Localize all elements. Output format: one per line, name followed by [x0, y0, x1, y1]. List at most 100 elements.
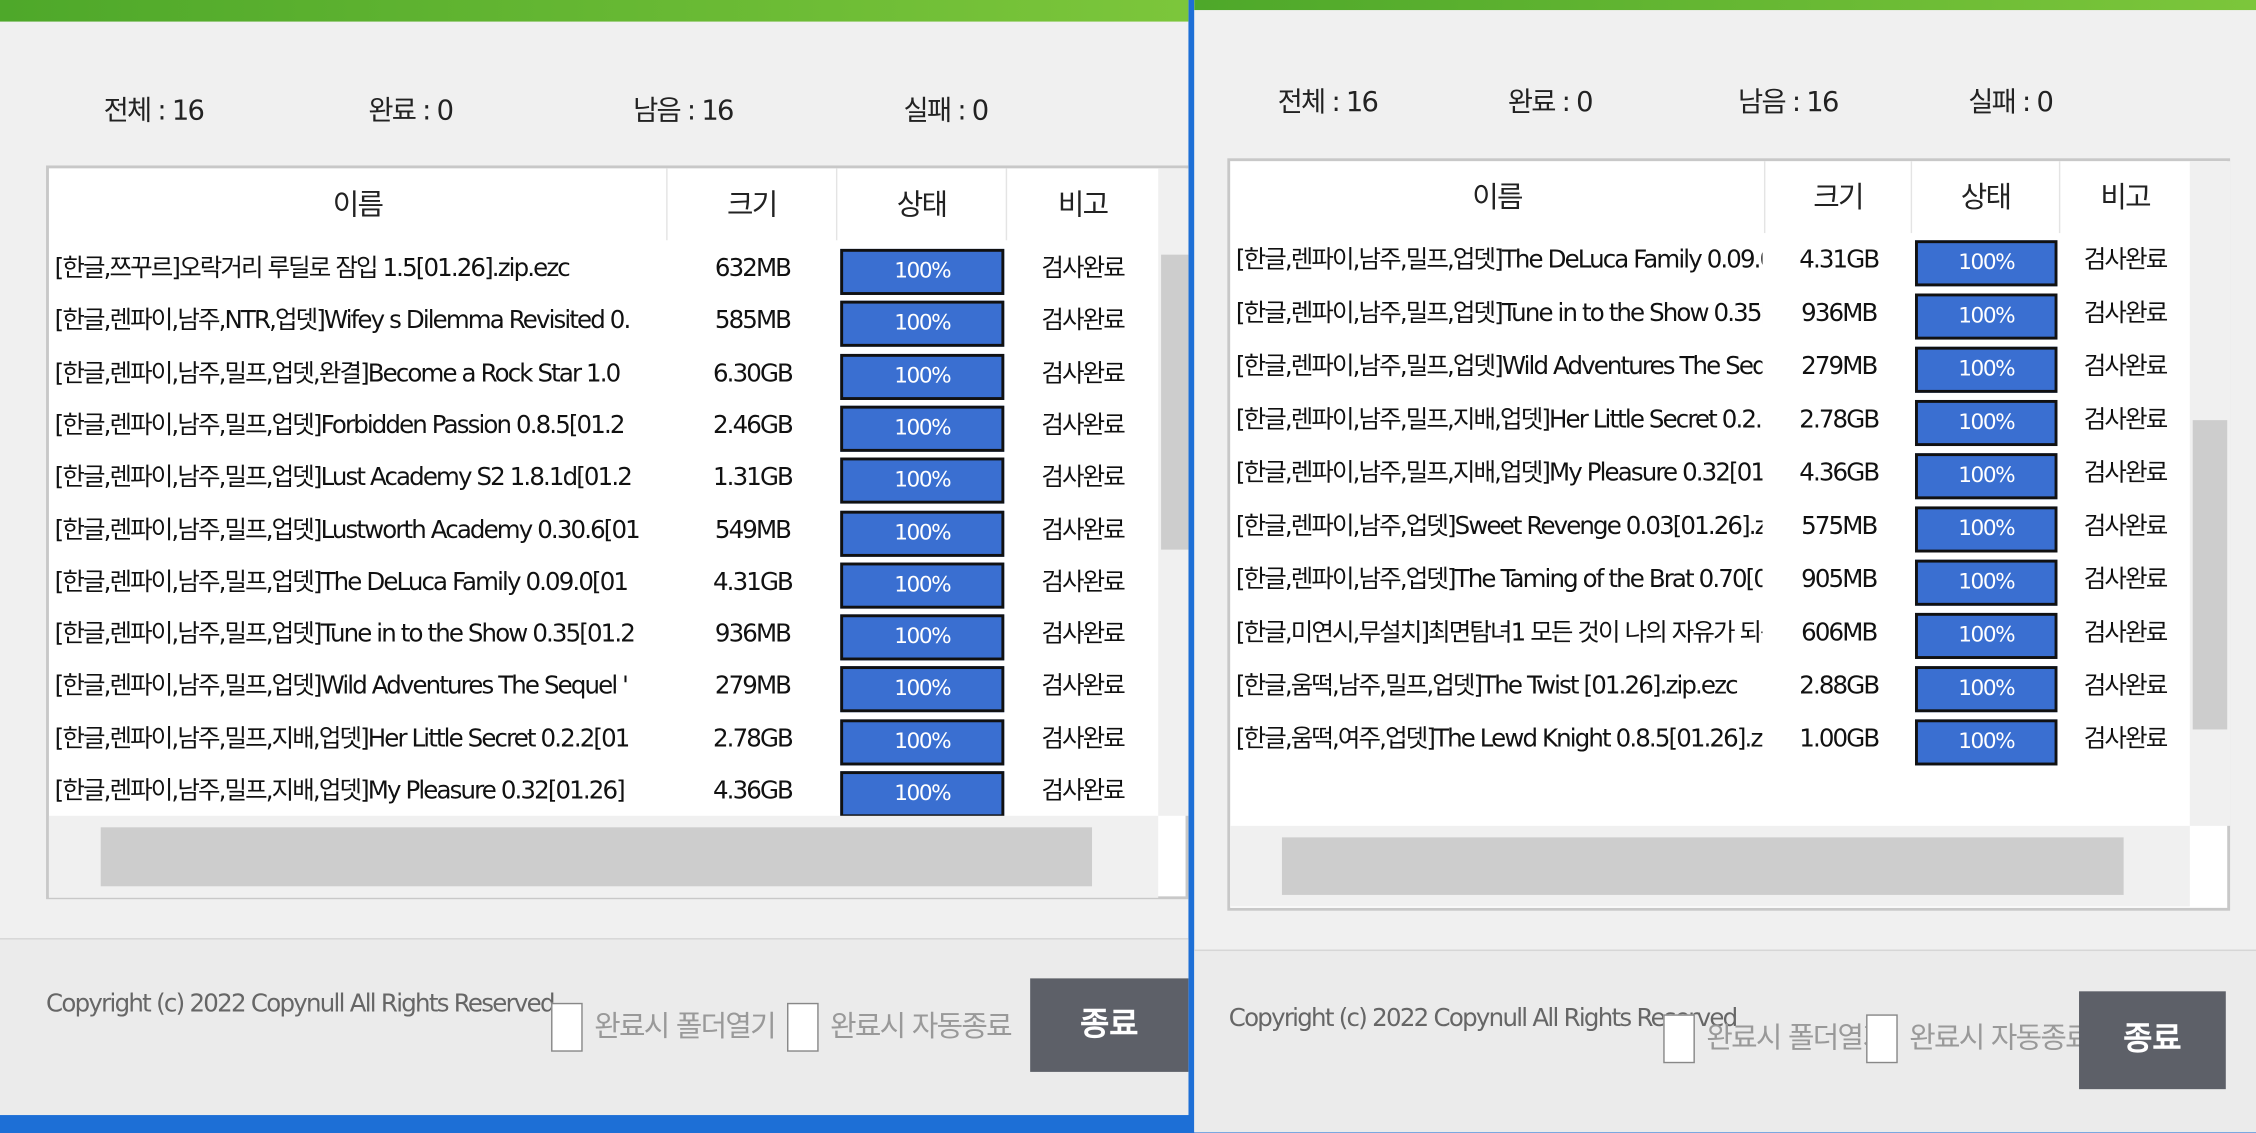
file-name: [한글,렌파이,남주,밀프,업뎃]Forbidden Passion 0.8.5… [54, 411, 626, 441]
file-size: 279MB [714, 672, 792, 702]
progress-header [0, 0, 1189, 22]
file-size: 549MB [714, 515, 792, 545]
file-name: [한글,렌파이,남주,밀프,지배,업뎃]Her Little Secret 0.… [1235, 405, 1763, 435]
copyright: Copyright (c) 2022 Copynull All Rights R… [1228, 1004, 1738, 1034]
progress-bar: 100% [1915, 719, 2058, 766]
file-note: 검사완료 [1041, 306, 1125, 336]
file-note: 검사완료 [1041, 568, 1125, 597]
copyright: Copyright (c) 2022 Copynull All Rights R… [46, 989, 555, 1019]
column-header: 크기 [1765, 161, 1913, 234]
file-name: [한글,렌파이,남주,밀프,지배,업뎃]Her Little Secret 0.… [54, 724, 631, 754]
file-name: [한글,렌파이,남주,밀프,업뎃]The DeLuca Family 0.09.… [1235, 246, 1763, 275]
checkbox-label: 완료시 자동종료 [830, 1008, 1012, 1044]
checkbox-label: 완료시 폴더열기 [594, 1008, 776, 1044]
stat-label: 실패 : 0 [903, 94, 990, 127]
progress-bar: 100% [840, 405, 1005, 452]
stat-label: 전체 : 16 [103, 94, 205, 127]
scroll-up [2190, 193, 2230, 228]
file-name: [한글,렌파이,남주,밀프,업뎃,완결]Become a Rock Star 1… [54, 359, 622, 388]
scroll-thumb [100, 827, 1093, 887]
column-header: 이름 [49, 168, 668, 241]
progress-bar: 100% [840, 771, 1005, 818]
file-size: 4.36GB [712, 776, 794, 806]
file-size: 4.31GB [1799, 246, 1880, 275]
file-note: 검사완료 [2083, 512, 2168, 541]
progress-bar: 100% [840, 666, 1005, 713]
file-size: 4.31GB [712, 568, 794, 597]
file-name: [한글,렌파이,남주,업뎃]The Taming of the Brat 0.7… [1235, 565, 1763, 595]
file-table: 이름 크기 상태 비고 [한글,쯔꾸르]오락거리 루딜로 잠입 1.5[01.26].z… [46, 165, 1189, 900]
progress-bar: 100% [840, 301, 1005, 348]
file-name: [한글,렌파이,남주,밀프,지배,업뎃]My Pleasure 0.32[01.… [54, 776, 626, 806]
column-header: 상태 [1912, 161, 2061, 234]
window-panel: 전체 : 16 완료 : 0 남음 : 16 실패 : 0 이름 크기 상태 비고 [한글,쯔꾸… [0, 0, 1189, 1116]
checkbox[interactable] [1866, 1014, 1898, 1064]
stat-label: 남음 : 16 [633, 94, 734, 127]
stat-label: 남음 : 16 [1738, 86, 1839, 118]
progress-bar: 100% [1915, 346, 2058, 393]
checkbox[interactable] [551, 1002, 583, 1052]
progress-bar: 100% [1915, 559, 2058, 606]
file-note: 검사완료 [2083, 618, 2168, 648]
progress-bar: 100% [1915, 293, 2058, 340]
file-name: [한글,렌파이,남주,밀프,업뎃]Tune in to the Show 0.3… [1235, 299, 1763, 329]
stat-label: 완료 : 0 [1507, 86, 1594, 118]
file-name: [한글,미연시,무설치]최면탐녀1 모든 것이 나의 자유가 되는 [1235, 618, 1763, 648]
close-button[interactable]: 종료 [2079, 991, 2226, 1090]
file-name: [한글,렌파이,남주,밀프,업뎃]Wild Adventures The Seq… [54, 672, 629, 702]
file-size: 1.31GB [712, 463, 794, 493]
progress-bar: 100% [840, 562, 1005, 609]
file-name: [한글,렌파이,남주,업뎃]Sweet Revenge 0.03[01.26].… [1235, 512, 1763, 541]
column-header: 상태 [837, 168, 1008, 241]
progress-bar: 100% [840, 614, 1005, 661]
file-size: 6.30GB [712, 359, 794, 388]
column-header: 비고 [2100, 179, 2151, 215]
file-name: [한글,렌파이,남주,밀프,업뎃]Wild Adventures The Seq… [1235, 352, 1763, 382]
file-note: 검사완료 [1041, 724, 1125, 754]
file-note: 검사완료 [2083, 565, 2168, 595]
progress-bar: 100% [840, 718, 1005, 765]
file-note: 검사완료 [1041, 620, 1125, 650]
file-size: 606MB [1801, 618, 1878, 648]
progress-bar: 100% [1915, 506, 2058, 553]
close-button[interactable]: 종료 [1030, 978, 1189, 1072]
file-size: 936MB [714, 620, 792, 650]
window-panel: 전체 : 16 완료 : 0 남음 : 16 실패 : 0 이름 크기 상태 비고 [한글,렌파… [1194, 0, 2256, 1133]
file-size: 905MB [1801, 565, 1878, 595]
file-size: 4.36GB [1799, 458, 1880, 488]
progress-bar: 100% [840, 248, 1005, 295]
file-name: [한글,렌파이,남주,밀프,업뎃]The DeLuca Family 0.09.… [54, 568, 629, 597]
column-header: 크기 [668, 168, 838, 241]
file-note: 검사완료 [2083, 458, 2168, 488]
file-size: 936MB [1801, 299, 1878, 329]
file-size: 585MB [714, 306, 792, 336]
scroll-up [1158, 200, 1188, 235]
file-name: [한글,쯔꾸르]오락거리 루딜로 잠입 1.5[01.26].zip.ezc [54, 254, 571, 284]
file-size: 2.78GB [712, 724, 794, 754]
file-note: 검사완료 [1041, 776, 1125, 806]
checkbox[interactable] [1663, 1014, 1695, 1064]
file-note: 검사완료 [1041, 463, 1125, 493]
footer [0, 938, 1189, 1116]
checkbox[interactable] [787, 1002, 819, 1052]
file-size: 2.88GB [1799, 671, 1880, 701]
stat-label: 전체 : 16 [1277, 86, 1379, 118]
file-note: 검사완료 [2083, 246, 2168, 275]
footer [1194, 949, 2256, 1133]
file-size: 632MB [714, 254, 792, 284]
file-note: 검사완료 [1041, 672, 1125, 702]
file-name: [한글,렌파이,남주,밀프,업뎃]Lustworth Academy 0.30.… [54, 515, 641, 545]
progress-bar: 100% [1915, 453, 2058, 500]
file-note: 검사완료 [1041, 254, 1125, 284]
file-size: 2.78GB [1799, 405, 1880, 435]
checkbox-label: 완료시 폴더열기 [1706, 1020, 1888, 1055]
progress-bar: 100% [1915, 666, 2058, 713]
file-note: 검사완료 [2083, 299, 2168, 329]
file-note: 검사완료 [2083, 725, 2168, 754]
progress-bar: 100% [1915, 240, 2058, 287]
file-name: [한글,렌파이,남주,NTR,업뎃]Wifey s Dilemma Revisi… [54, 306, 632, 336]
file-name: [한글,렌파이,남주,밀프,지배,업뎃]My Pleasure 0.32[01.… [1235, 458, 1763, 488]
file-size: 279MB [1801, 352, 1878, 382]
